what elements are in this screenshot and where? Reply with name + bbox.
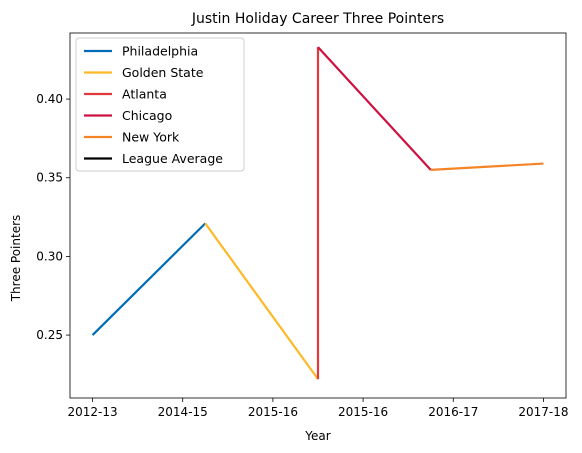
- legend-label: New York: [122, 130, 180, 145]
- x-tick-label: 2017-18: [518, 405, 568, 419]
- y-tick-label: 0.25: [36, 328, 63, 342]
- series-line-1: [91, 222, 207, 336]
- legend-box: [75, 37, 245, 172]
- legend-label: Philadelphia: [122, 44, 198, 59]
- legend: Philadelphia Golden State Atlanta Chicago Ne…: [75, 37, 245, 172]
- series-line-2: [204, 222, 319, 380]
- x-tick-label: 2014-15: [158, 405, 208, 419]
- series-line-4: [317, 46, 432, 171]
- x-tick-label: 2016-17: [428, 405, 478, 419]
- y-tick-label: 0.30: [36, 249, 63, 263]
- legend-label: Atlanta: [122, 87, 167, 102]
- x-tick-label: 2012-13: [67, 405, 117, 419]
- series-layer: [91, 46, 544, 380]
- legend-label: League Average: [122, 151, 223, 166]
- y-axis-label: Three Pointers: [9, 215, 23, 303]
- legend-label: Golden State: [122, 65, 204, 80]
- x-tick-label: 2015-16: [248, 405, 298, 419]
- y-tick-label: 0.40: [36, 92, 63, 106]
- legend-label: Chicago: [122, 108, 172, 123]
- x-axis: 2012-13 2014-15 2015-16 2015-16 2016-17 2017-…: [67, 398, 569, 419]
- y-axis: 0.25 0.30 0.35 0.40: [36, 92, 70, 342]
- plot-frame: [69, 32, 567, 399]
- x-axis-label: Year: [304, 429, 330, 443]
- y-tick-label: 0.35: [36, 171, 63, 185]
- chart-title: Justin Holiday Career Three Pointers: [191, 11, 444, 27]
- series-line-5: [430, 162, 544, 171]
- x-tick-label: 2015-16: [338, 405, 388, 419]
